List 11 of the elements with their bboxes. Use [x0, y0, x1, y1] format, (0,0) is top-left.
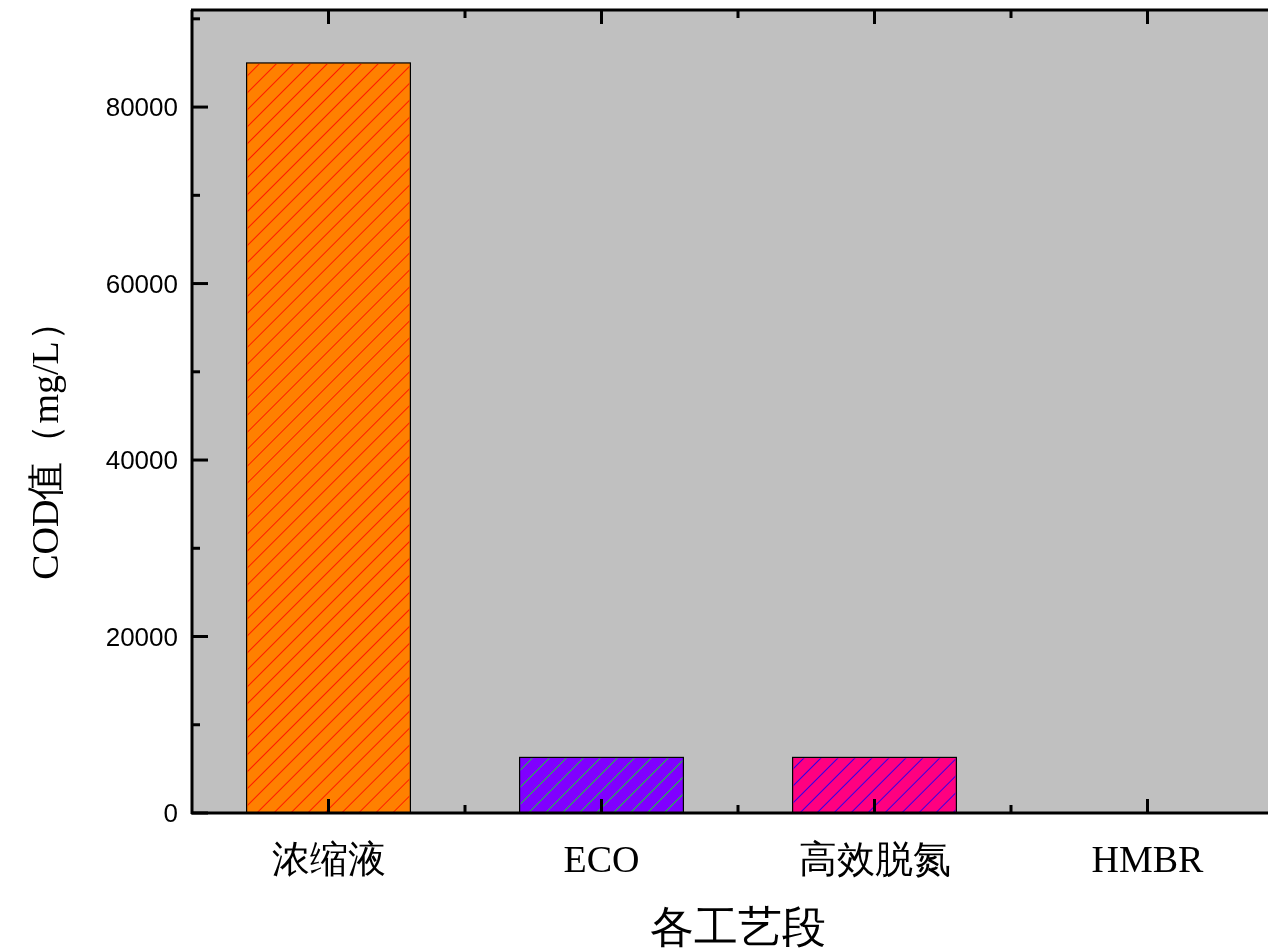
y-tick-label: 60000: [105, 268, 178, 299]
x-tick-label: 高效脱氮: [798, 838, 951, 880]
y-tick-label: 20000: [105, 621, 178, 652]
x-axis-title: 各工艺段: [650, 903, 826, 950]
y-tick-label: 40000: [105, 445, 178, 476]
x-tick-label: ECO: [563, 838, 640, 880]
y-tick-label: 80000: [105, 92, 178, 123]
x-tick-label: 浓缩液: [271, 838, 386, 880]
y-tick-label: 0: [163, 798, 178, 828]
x-tick-label: HMBR: [1091, 838, 1205, 880]
y-axis-title: COD值（mg/L）: [24, 303, 66, 580]
